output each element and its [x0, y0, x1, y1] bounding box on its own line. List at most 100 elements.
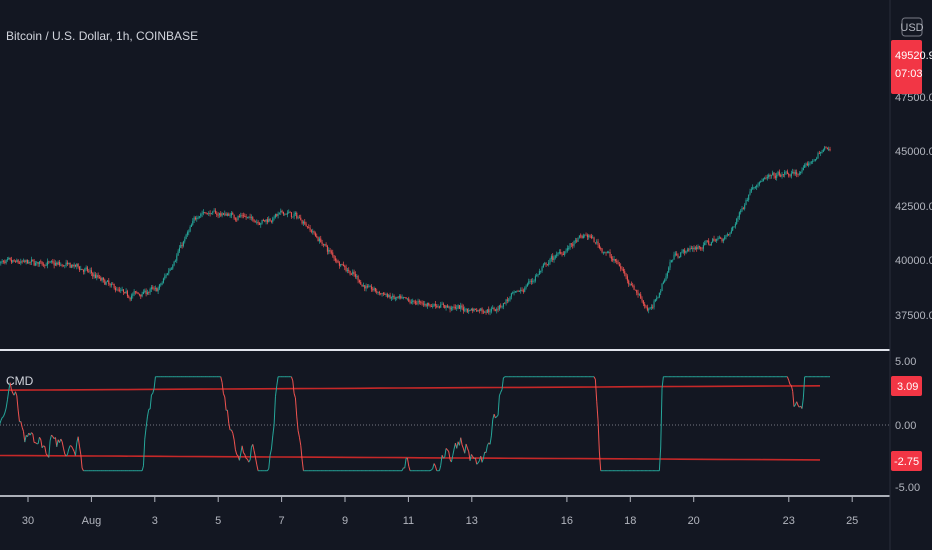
candle-body — [637, 292, 639, 295]
time-tick-label: 16 — [561, 515, 573, 527]
candle-body — [256, 221, 258, 223]
candle-body — [132, 294, 134, 296]
candle-body — [610, 256, 612, 259]
candle-body — [797, 174, 799, 176]
candle-body — [353, 271, 355, 275]
candle-body — [418, 300, 420, 302]
candle-body — [289, 211, 291, 213]
candle-body — [29, 261, 31, 263]
price-axis[interactable]: 47500.00 45000.00 42500.00 40000.00 3750… — [895, 92, 932, 322]
candle-body — [242, 215, 244, 217]
candle-body — [680, 252, 682, 258]
candle-body — [134, 291, 136, 293]
cmd-segment — [153, 376, 156, 389]
candle-body — [142, 291, 144, 295]
cmd-segment — [72, 448, 75, 452]
candle-body — [810, 161, 812, 163]
candle-body — [252, 217, 254, 220]
candle-body — [113, 284, 115, 288]
candle-body — [608, 252, 610, 253]
cmd-segment — [477, 460, 480, 464]
candle-body — [593, 237, 595, 243]
candle-body — [708, 240, 710, 245]
cmd-segment — [74, 442, 78, 456]
cmd-segment — [22, 431, 26, 443]
candle-body — [110, 283, 113, 286]
candle-body — [737, 217, 739, 219]
time-tick-label: 18 — [624, 515, 636, 527]
candle-body — [350, 274, 352, 275]
indicator-name[interactable]: CMD — [6, 374, 34, 388]
time-tick-label: 11 — [403, 515, 414, 527]
candle-body — [469, 310, 471, 311]
time-tick-label: 23 — [783, 515, 795, 527]
candle-body — [792, 171, 794, 174]
candle-body — [41, 261, 43, 265]
candle-body — [45, 265, 47, 267]
time-axis[interactable]: 30 Aug 3 5 7 9 11 13 16 18 20 23 25 — [22, 497, 858, 527]
candle-body — [652, 306, 654, 308]
candle-body — [400, 296, 402, 299]
candle-body — [50, 261, 53, 262]
candle-body — [578, 235, 580, 238]
candle-body — [248, 216, 250, 218]
candle-body — [352, 271, 354, 275]
cmd-segment — [41, 445, 44, 449]
candle-body — [804, 164, 806, 168]
cmd-segment — [220, 376, 223, 383]
candle-body — [776, 174, 778, 178]
cmd-segment — [476, 462, 479, 465]
candle-body — [236, 219, 238, 221]
candle-body — [18, 262, 21, 264]
candle-body — [130, 295, 132, 300]
candle-body — [762, 179, 764, 182]
candle-body — [718, 237, 720, 239]
candle-body — [2, 261, 5, 262]
candle-body — [489, 311, 491, 313]
candle-body — [357, 276, 359, 281]
candle-body — [89, 270, 91, 272]
candle-body — [462, 307, 464, 311]
candle-body — [552, 256, 554, 261]
candle-body — [81, 268, 83, 271]
candle-body — [268, 219, 270, 223]
cmd-segment — [441, 454, 444, 459]
candle-body — [212, 211, 214, 214]
candle-body — [645, 306, 647, 308]
candle-body — [814, 159, 816, 161]
candle-body — [512, 292, 514, 294]
cmd-segment — [77, 436, 80, 447]
candle-body — [204, 212, 206, 213]
candle-body — [656, 298, 658, 300]
cmd-segment — [495, 416, 498, 419]
candle-body — [594, 242, 596, 244]
cmd-segment — [16, 395, 19, 411]
candle-body — [554, 256, 556, 258]
candle-body — [646, 307, 648, 311]
candle-body — [818, 153, 820, 155]
cmd-segment — [456, 441, 459, 449]
cmd-segment — [276, 376, 279, 386]
candle-body — [828, 148, 830, 150]
indicator-axis[interactable]: 5.00 0.00 -5.00 — [895, 356, 920, 494]
candle-body — [302, 221, 304, 224]
candle-body — [17, 260, 19, 263]
candle-body — [758, 182, 760, 185]
cmd-segment — [230, 429, 234, 434]
cmd-segment — [48, 440, 51, 458]
cmd-segment — [273, 396, 276, 425]
candle-body — [394, 297, 396, 299]
candle-body — [681, 251, 683, 253]
candle-body — [233, 214, 235, 219]
candle-body — [440, 304, 442, 308]
cmd-segment — [234, 449, 238, 455]
candle-body — [101, 277, 103, 281]
candle-body — [216, 213, 218, 215]
candle-body — [597, 241, 599, 245]
cmd-segment — [431, 468, 434, 471]
cmd-segment — [6, 389, 10, 400]
candle-body — [276, 214, 278, 216]
cmd-segment — [151, 393, 154, 396]
currency-button[interactable]: USD — [900, 17, 924, 37]
